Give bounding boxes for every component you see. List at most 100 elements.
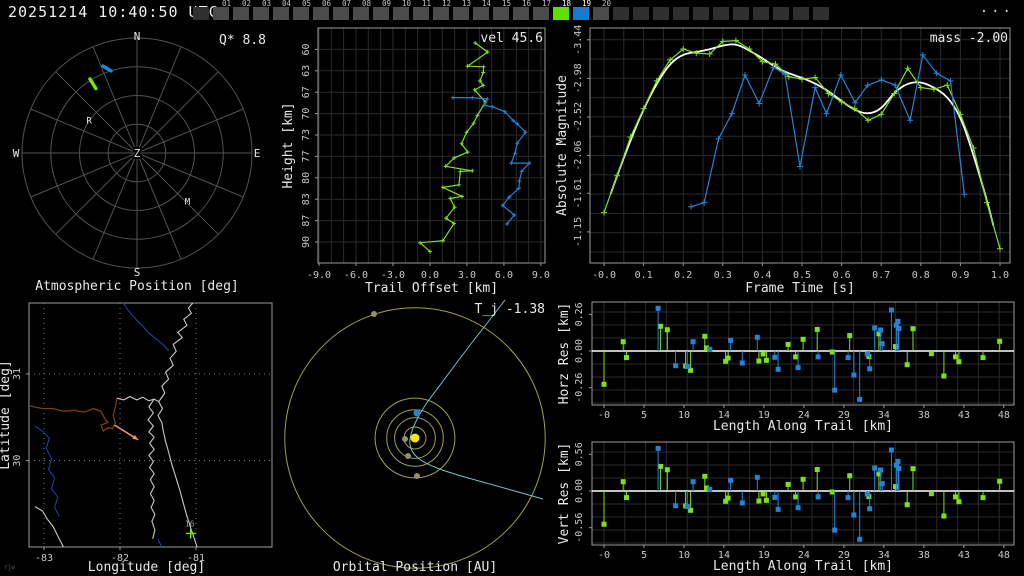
series-markers-green	[601, 37, 1003, 252]
residual-point-green	[725, 355, 731, 361]
compass-north-label: N	[134, 30, 141, 43]
residual-point-blue	[795, 505, 801, 511]
frame-square-blank	[613, 7, 629, 20]
zenith-label: Z	[134, 147, 141, 160]
x-tick-label: 10	[678, 550, 690, 561]
x-tick-label: 38	[918, 550, 930, 561]
frame-square-09[interactable]	[373, 7, 389, 20]
residual-point-blue	[895, 458, 901, 464]
river-line	[122, 303, 169, 351]
frame-square-blank	[793, 7, 809, 20]
residual-point-green	[688, 507, 694, 513]
y-tick-label: 67	[301, 86, 312, 98]
residual-point-green	[800, 336, 806, 342]
residual-point-green	[829, 349, 835, 355]
x-tick-label: 19	[758, 550, 770, 561]
frame-square-blank	[773, 7, 789, 20]
x-tick-label: 29	[838, 410, 850, 421]
residual-point-green	[723, 358, 729, 364]
residual-point-green	[904, 362, 910, 368]
frame-square-18[interactable]	[553, 7, 569, 20]
frame-square-15[interactable]	[493, 7, 509, 20]
residual-point-blue	[754, 474, 760, 480]
residual-point-blue	[684, 364, 690, 369]
coastline	[116, 395, 159, 403]
frame-square-number: 03	[262, 0, 272, 8]
residual-point-green	[997, 338, 1003, 344]
residual-point-blue	[772, 494, 778, 500]
x-axis-title: Longitude [deg]	[88, 560, 205, 575]
series-markers-blue	[688, 51, 968, 210]
y-tick-label: -0.26	[574, 373, 585, 403]
y-tick-label: 0.26	[574, 302, 585, 326]
x-tick-label: 0.7	[872, 270, 890, 281]
status-bar: 20251214 10:40:50 UTC 01 02 03 04 05 06 07 08 09…	[0, 0, 1024, 24]
meteoroid-trajectory	[409, 299, 544, 500]
frame-square-19[interactable]	[573, 7, 589, 20]
planet-dot	[402, 436, 408, 442]
frame-square-blank	[733, 7, 749, 20]
frame-square-08[interactable]	[353, 7, 369, 20]
series-markers-blue	[451, 95, 532, 226]
residual-point-blue	[867, 366, 873, 372]
residual-point-green	[847, 473, 853, 479]
sky-marker-R: R	[86, 116, 92, 126]
frame-square-blank	[693, 7, 709, 20]
frame-square-12[interactable]	[433, 7, 449, 20]
ground-track-map: 16 -83 -82 -81 31 30 Longitude [deg] Latitude […	[0, 302, 273, 575]
frame-square-02[interactable]	[233, 7, 249, 20]
frame-square-04[interactable]	[273, 7, 289, 20]
x-tick-label: -3.0	[381, 270, 405, 281]
residual-point-blue	[772, 354, 778, 360]
y-tick-label: -1.15	[573, 217, 584, 247]
y-tick-label: 90	[301, 236, 312, 248]
frame-square-16[interactable]	[513, 7, 529, 20]
frame-square-14[interactable]	[473, 7, 489, 20]
planet-dot	[414, 473, 420, 479]
frame-square-07[interactable]	[333, 7, 349, 20]
y-tick-label: 87	[301, 215, 312, 227]
x-axis-title: Length Along Trail [km]	[713, 419, 893, 434]
residual-point-green	[601, 521, 607, 527]
frame-square-11[interactable]	[413, 7, 429, 20]
residual-point-green	[704, 345, 709, 351]
residual-point-green	[876, 331, 882, 337]
overflow-menu-button[interactable]: ...	[979, 0, 1014, 16]
residual-point-green	[814, 467, 820, 472]
residual-point-green	[953, 354, 958, 360]
x-tick-label: 38	[918, 410, 930, 421]
residual-point-green	[601, 381, 607, 387]
frame-square-blank	[633, 7, 649, 20]
y-tick-label: 77	[301, 150, 312, 162]
y-tick-label: -3.44	[573, 25, 584, 55]
residual-point-green	[763, 497, 769, 503]
frame-square-17[interactable]	[533, 7, 549, 20]
x-axis-title: Trail Offset [km]	[365, 281, 498, 295]
series-line-blue	[690, 53, 965, 208]
frame-square-03[interactable]	[253, 7, 269, 20]
sky-chart-title: Atmospheric Position [deg]	[35, 279, 239, 294]
sun-dot	[410, 433, 420, 443]
annotation: mass -2.00	[930, 31, 1008, 46]
x-tick-label: 48	[998, 410, 1010, 421]
frame-square-06[interactable]	[313, 7, 329, 20]
frame-square-number: 18	[562, 0, 572, 8]
coastline	[34, 506, 65, 547]
residual-point-blue	[754, 334, 760, 340]
station-marker	[185, 528, 196, 539]
horz-residuals-chart: -0 5 10 14 19 24 29 34 38 43 48 0.26 0.00 -0.26 Length…	[557, 301, 1015, 434]
residual-point-green	[723, 498, 729, 504]
residual-point-blue	[888, 307, 894, 313]
frame-square-13[interactable]	[453, 7, 469, 20]
planet-orbit	[284, 307, 546, 569]
x-tick-label: 24	[798, 410, 810, 421]
frame-square-05[interactable]	[293, 7, 309, 20]
frame-square-01[interactable]	[213, 7, 229, 20]
frame-square-number: 07	[342, 0, 352, 8]
frame-square-10[interactable]	[393, 7, 409, 20]
frame-square-20[interactable]	[593, 7, 609, 20]
tisserand-annotation: T_j -1.38	[475, 302, 545, 317]
residual-point-green	[997, 478, 1003, 484]
residual-point-green	[893, 484, 898, 490]
